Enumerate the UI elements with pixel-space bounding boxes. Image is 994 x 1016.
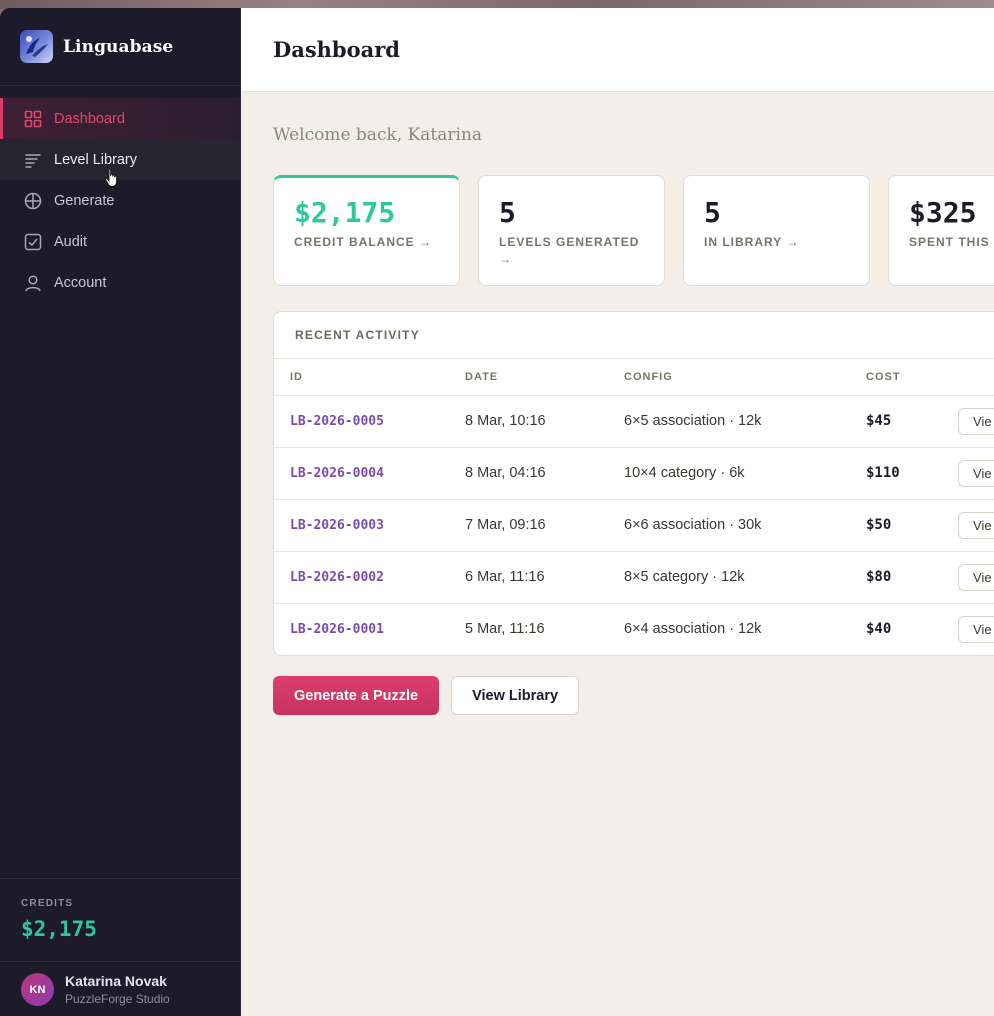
welcome-message: Welcome back, Katarina (273, 125, 483, 145)
table-row: LB-2026-0001 5 Mar, 11:16 6×4 associatio… (274, 604, 994, 656)
stat-label: CREDIT BALANCE → (294, 235, 432, 249)
check-square-icon (24, 233, 42, 251)
user-name: Katarina Novak (65, 973, 167, 989)
row-config: 8×5 category · 12k (624, 569, 745, 585)
stat-label: LEVELS GENERATED → (499, 235, 640, 266)
view-button[interactable]: Vie (958, 460, 994, 487)
row-config: 6×4 association · 12k (624, 621, 762, 637)
user-profile[interactable]: KN Katarina Novak PuzzleForge Studio (0, 963, 240, 1016)
level-id-link[interactable]: LB-2026-0005 (290, 414, 384, 429)
sidebar-item-level-library[interactable]: Level Library (0, 139, 240, 180)
hand-cursor-icon (105, 168, 118, 187)
recent-activity-title: RECENT ACTIVITY (274, 312, 994, 359)
page-title: Dashboard (273, 37, 400, 62)
view-button[interactable]: Vie (958, 512, 994, 539)
main-content: Dashboard Welcome back, Katarina $2,175 … (241, 8, 994, 1016)
sidebar-item-generate[interactable]: Generate (0, 180, 240, 221)
sidebar-item-audit[interactable]: Audit (0, 221, 240, 262)
level-id-link[interactable]: LB-2026-0004 (290, 466, 384, 481)
top-bar: Dashboard (241, 8, 994, 92)
column-header-date: DATE (465, 371, 499, 383)
stat-label: SPENT THIS S (909, 235, 994, 249)
stat-card-credit-balance[interactable]: $2,175 CREDIT BALANCE → (273, 175, 460, 286)
row-cost: $50 (866, 517, 892, 533)
sidebar-item-label: Dashboard (54, 110, 125, 127)
desktop-backdrop (0, 0, 994, 9)
user-icon (24, 274, 42, 292)
row-cost: $45 (866, 413, 892, 429)
credits-label: CREDITS (21, 898, 74, 909)
row-cost: $80 (866, 569, 892, 585)
sidebar-credits: CREDITS $2,175 (0, 878, 240, 962)
user-org: PuzzleForge Studio (65, 992, 170, 1006)
sidebar-item-dashboard[interactable]: Dashboard (0, 98, 240, 139)
stat-card-spent[interactable]: $325 SPENT THIS S (888, 175, 994, 286)
row-config: 10×4 category · 6k (624, 465, 745, 481)
sidebar-item-label: Level Library (54, 151, 138, 168)
view-button[interactable]: Vie (958, 408, 994, 435)
sidebar-item-label: Account (54, 274, 107, 291)
table-row: LB-2026-0002 6 Mar, 11:16 8×5 category ·… (274, 552, 994, 604)
view-button[interactable]: Vie (958, 564, 994, 591)
avatar[interactable]: KN (21, 973, 54, 1006)
grid-icon (24, 110, 42, 128)
level-id-link[interactable]: LB-2026-0003 (290, 518, 384, 533)
sidebar-nav: Dashboard Level Library Generate (0, 98, 240, 303)
row-date: 8 Mar, 04:16 (465, 465, 546, 481)
row-date: 5 Mar, 11:16 (465, 621, 545, 637)
credits-value: $2,175 (21, 917, 97, 941)
sidebar: Linguabase Dashboard (0, 8, 241, 1016)
recent-activity-panel: RECENT ACTIVITY ID DATE CONFIG COST LB-2… (273, 311, 994, 656)
generate-puzzle-button[interactable]: Generate a Puzzle (273, 676, 440, 715)
column-header-cost: COST (866, 371, 901, 383)
app-window: Linguabase Dashboard (0, 8, 994, 1016)
table-row: LB-2026-0003 7 Mar, 09:16 6×6 associatio… (274, 500, 994, 552)
table-row: LB-2026-0004 8 Mar, 04:16 10×4 category … (274, 448, 994, 500)
plus-circle-icon (24, 192, 42, 210)
stat-value: $2,175 (294, 196, 396, 229)
table-header: ID DATE CONFIG COST (274, 359, 994, 396)
sidebar-item-account[interactable]: Account (0, 262, 240, 303)
row-config: 6×5 association · 12k (624, 413, 762, 429)
row-cost: $40 (866, 621, 892, 637)
row-config: 6×6 association · 30k (624, 517, 762, 533)
stat-value: $325 (909, 196, 977, 229)
sidebar-item-label: Audit (54, 233, 88, 250)
stats-row: $2,175 CREDIT BALANCE → 5 LEVELS GENERAT… (273, 175, 994, 286)
app-name: Linguabase (63, 36, 174, 57)
stat-card-in-library[interactable]: 5 IN LIBRARY → (683, 175, 870, 286)
sidebar-item-label: Generate (54, 192, 115, 209)
column-header-config: CONFIG (624, 371, 673, 383)
row-cost: $110 (866, 465, 900, 481)
table-row: LB-2026-0005 8 Mar, 10:16 6×5 associatio… (274, 396, 994, 448)
action-buttons: Generate a Puzzle View Library (273, 676, 580, 715)
view-button[interactable]: Vie (958, 616, 994, 643)
level-id-link[interactable]: LB-2026-0002 (290, 570, 384, 585)
row-date: 6 Mar, 11:16 (465, 569, 545, 585)
stat-value: 5 (499, 196, 516, 229)
linguabase-logo-icon[interactable] (20, 30, 53, 63)
list-icon (24, 151, 42, 169)
stat-card-levels-generated[interactable]: 5 LEVELS GENERATED → (478, 175, 665, 286)
column-header-id: ID (290, 371, 303, 383)
stat-value: 5 (704, 196, 721, 229)
view-library-button[interactable]: View Library (451, 676, 580, 715)
stat-label: IN LIBRARY → (704, 235, 800, 249)
row-date: 7 Mar, 09:16 (465, 517, 546, 533)
brand: Linguabase (0, 8, 240, 86)
level-id-link[interactable]: LB-2026-0001 (290, 622, 384, 637)
row-date: 8 Mar, 10:16 (465, 413, 546, 429)
